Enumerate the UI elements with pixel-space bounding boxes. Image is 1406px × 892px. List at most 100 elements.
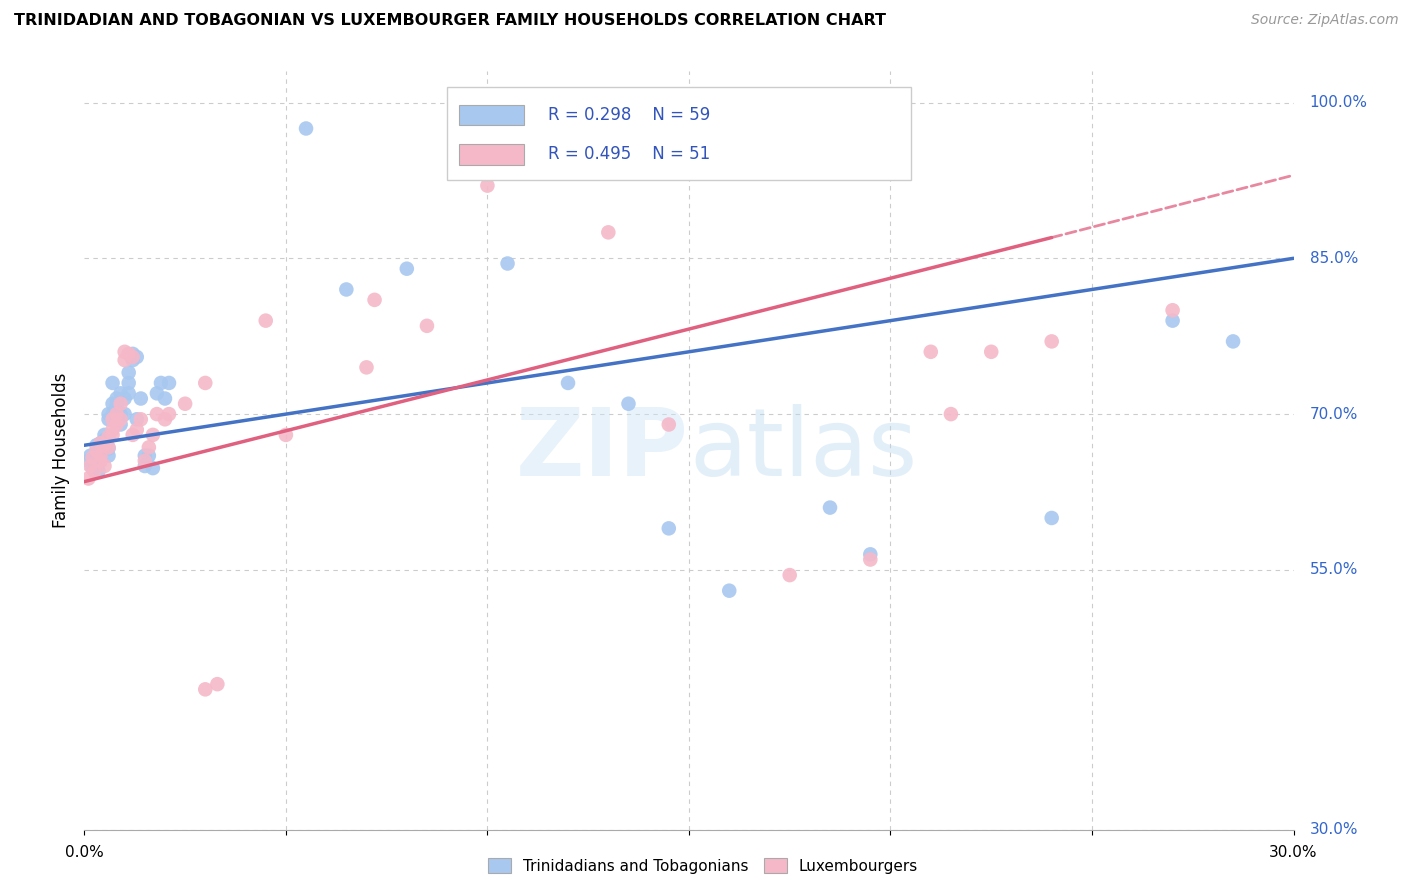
Point	[97, 407, 120, 421]
Point	[101, 412, 124, 426]
Point	[1161, 313, 1184, 327]
Point	[121, 350, 143, 364]
Point	[114, 392, 136, 406]
Point	[1040, 334, 1063, 349]
Point	[97, 430, 120, 444]
Point	[395, 261, 418, 276]
Point	[114, 407, 136, 421]
Point	[110, 407, 132, 421]
Point	[86, 438, 108, 452]
Point	[97, 449, 120, 463]
Point	[274, 428, 297, 442]
Point	[79, 449, 101, 463]
Text: 85.0%: 85.0%	[1309, 251, 1358, 266]
Text: 55.0%: 55.0%	[1309, 562, 1358, 577]
Point	[114, 353, 136, 368]
Point	[89, 454, 111, 468]
Point	[77, 454, 100, 468]
Point	[110, 417, 132, 432]
Point	[142, 428, 165, 442]
Point	[77, 471, 100, 485]
Point	[138, 449, 160, 463]
Text: 30.0%: 30.0%	[1309, 822, 1358, 837]
Point	[105, 412, 128, 426]
Point	[658, 417, 681, 432]
Point	[335, 283, 357, 297]
Point	[658, 521, 681, 535]
Point	[121, 353, 143, 368]
Point	[93, 438, 115, 452]
Point	[93, 438, 115, 452]
Point	[89, 441, 111, 455]
Point	[496, 256, 519, 270]
Point	[157, 407, 180, 421]
Point	[134, 449, 156, 463]
Y-axis label: Family Households: Family Households	[52, 373, 70, 528]
Point	[920, 344, 942, 359]
Text: 70.0%: 70.0%	[1309, 407, 1358, 422]
Point	[138, 441, 160, 455]
Bar	[460, 104, 523, 126]
Point	[118, 366, 141, 380]
Point	[97, 412, 120, 426]
Point	[153, 412, 176, 426]
Point	[101, 423, 124, 437]
Point	[149, 376, 172, 390]
Point	[146, 407, 169, 421]
Point	[254, 313, 277, 327]
Text: TRINIDADIAN AND TOBAGONIAN VS LUXEMBOURGER FAMILY HOUSEHOLDS CORRELATION CHART: TRINIDADIAN AND TOBAGONIAN VS LUXEMBOURG…	[14, 13, 886, 29]
Point	[105, 407, 128, 421]
Point	[97, 442, 120, 456]
Point	[121, 428, 143, 442]
Point	[89, 449, 111, 463]
Point	[142, 461, 165, 475]
Point	[83, 464, 105, 478]
Point	[598, 225, 620, 239]
Point	[153, 392, 176, 406]
Point	[859, 547, 882, 561]
Point	[477, 178, 499, 193]
Text: atlas: atlas	[689, 404, 917, 497]
Point	[87, 464, 110, 478]
Point	[83, 458, 105, 473]
Point	[295, 121, 318, 136]
Point	[89, 446, 111, 460]
Text: 0.0%: 0.0%	[65, 845, 104, 860]
Point	[356, 360, 378, 375]
Point	[980, 344, 1002, 359]
Point	[101, 407, 124, 421]
Point	[89, 454, 111, 468]
Point	[105, 399, 128, 413]
Point	[779, 568, 801, 582]
Point	[93, 458, 115, 473]
Bar	[460, 145, 523, 165]
Point	[89, 436, 111, 450]
Text: 100.0%: 100.0%	[1309, 95, 1368, 110]
Point	[859, 552, 882, 566]
Point	[194, 376, 217, 390]
Point	[1161, 303, 1184, 318]
Text: Source: ZipAtlas.com: Source: ZipAtlas.com	[1251, 13, 1399, 28]
Point	[93, 428, 115, 442]
Point	[118, 376, 141, 390]
Point	[129, 412, 152, 426]
Point	[194, 682, 217, 697]
Text: R = 0.495    N = 51: R = 0.495 N = 51	[548, 145, 710, 163]
Point	[121, 347, 143, 361]
Point	[207, 677, 229, 691]
Legend: Trinidadians and Tobagonians, Luxembourgers: Trinidadians and Tobagonians, Luxembourg…	[482, 852, 924, 880]
Point	[146, 386, 169, 401]
Point	[97, 441, 120, 455]
Point	[174, 397, 197, 411]
Point	[1040, 511, 1063, 525]
Point	[93, 433, 115, 447]
Point	[105, 417, 128, 432]
Point	[363, 293, 385, 307]
Point	[125, 412, 148, 426]
Point	[617, 397, 640, 411]
Text: ZIP: ZIP	[516, 404, 689, 497]
Point	[79, 458, 101, 473]
Point	[818, 500, 841, 515]
Point	[134, 454, 156, 468]
Point	[125, 350, 148, 364]
